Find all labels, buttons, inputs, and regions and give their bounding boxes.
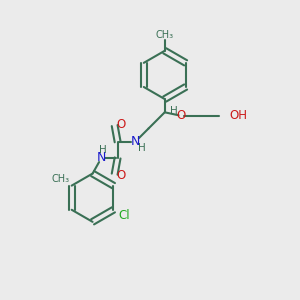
Text: H: H xyxy=(99,145,107,155)
Text: H: H xyxy=(138,143,146,153)
Text: CH₃: CH₃ xyxy=(52,174,70,184)
Text: N: N xyxy=(97,152,106,164)
Text: O: O xyxy=(116,118,126,130)
Text: CH₃: CH₃ xyxy=(156,31,174,40)
Text: N: N xyxy=(130,135,140,148)
Text: O: O xyxy=(116,169,126,182)
Text: O: O xyxy=(176,109,185,122)
Text: OH: OH xyxy=(230,109,247,122)
Text: H: H xyxy=(170,106,177,116)
Text: Cl: Cl xyxy=(118,209,130,223)
